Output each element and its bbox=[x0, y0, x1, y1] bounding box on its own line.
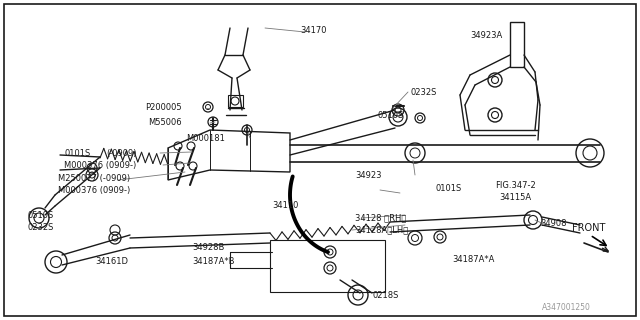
Text: M000181: M000181 bbox=[186, 133, 225, 142]
Text: 0510S: 0510S bbox=[27, 211, 53, 220]
Text: 0510S: 0510S bbox=[377, 110, 403, 119]
Text: 34115A: 34115A bbox=[499, 194, 531, 203]
Text: 34170: 34170 bbox=[300, 26, 326, 35]
Text: M250077 (-0909): M250077 (-0909) bbox=[58, 173, 130, 182]
Text: 0232S: 0232S bbox=[410, 87, 436, 97]
Text: M000376 (0909-): M000376 (0909-) bbox=[64, 161, 136, 170]
Text: 34187A*A: 34187A*A bbox=[452, 255, 494, 265]
Text: 34128A〈LH〉: 34128A〈LH〉 bbox=[355, 226, 408, 235]
Text: M000376 (0909-): M000376 (0909-) bbox=[58, 186, 131, 195]
Text: P200005: P200005 bbox=[145, 102, 182, 111]
Text: 0232S: 0232S bbox=[27, 223, 53, 233]
Text: 0101S: 0101S bbox=[64, 148, 90, 157]
Bar bbox=[228, 95, 243, 107]
Text: A347001250: A347001250 bbox=[542, 303, 591, 313]
Text: FRONT: FRONT bbox=[572, 223, 605, 233]
Text: 34128 〈RH〉: 34128 〈RH〉 bbox=[355, 213, 406, 222]
Bar bbox=[270, 240, 385, 292]
Text: 34161D: 34161D bbox=[95, 258, 128, 267]
Text: 34923: 34923 bbox=[355, 171, 381, 180]
Text: (-0909): (-0909) bbox=[106, 148, 136, 157]
Text: 34187A*B: 34187A*B bbox=[192, 258, 234, 267]
Text: M55006: M55006 bbox=[148, 117, 182, 126]
Text: 34928B: 34928B bbox=[192, 244, 225, 252]
Text: 34908: 34908 bbox=[540, 219, 566, 228]
Text: 34923A: 34923A bbox=[470, 30, 502, 39]
Text: 34110: 34110 bbox=[272, 201, 298, 210]
Text: 0218S: 0218S bbox=[372, 291, 398, 300]
Text: FIG.347-2: FIG.347-2 bbox=[495, 180, 536, 189]
Text: 0101S: 0101S bbox=[435, 183, 461, 193]
Bar bbox=[510, 22, 524, 67]
